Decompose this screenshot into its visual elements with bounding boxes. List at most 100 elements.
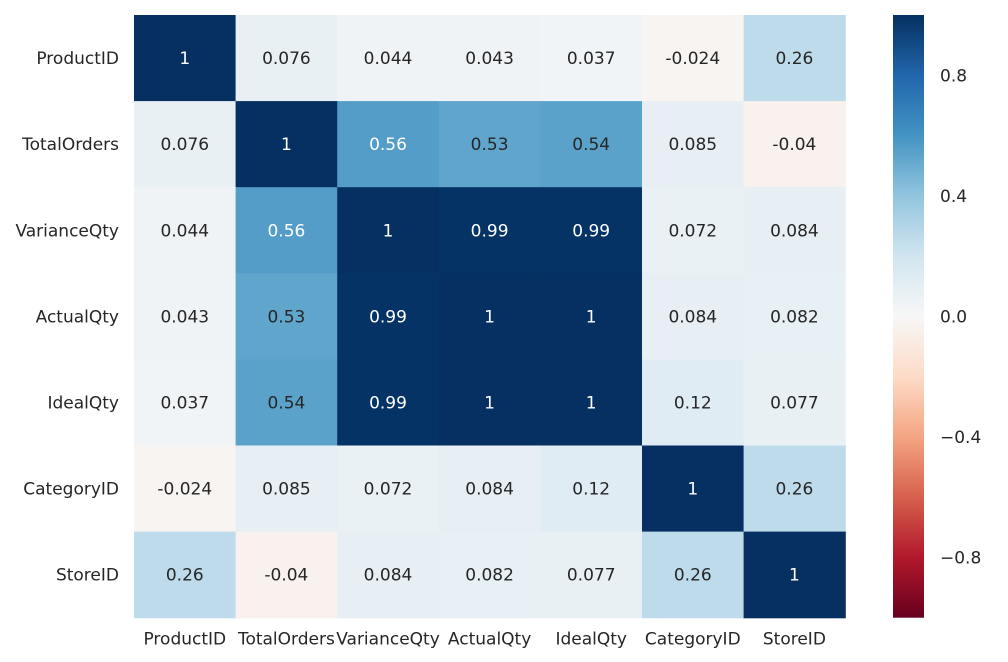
x-tick-varianceqty: VarianceQty [336, 630, 440, 650]
cell-value-label: 0.12 [674, 393, 712, 413]
heatmap-cell-varianceqty-productid [134, 187, 237, 274]
cell-value-label: 0.043 [465, 49, 514, 69]
cell-value-label: 0.044 [364, 49, 413, 69]
heatmap-cell-storeid-idealqty [540, 531, 643, 619]
cell-value-label: 0.082 [770, 307, 819, 327]
heatmap-cell-totalorders-storeid [743, 101, 846, 188]
cell-value-label: 1 [179, 49, 190, 69]
cell-value-label: 0.084 [770, 221, 819, 241]
cell-value-label: -0.024 [665, 49, 720, 69]
heatmap-cell-productid-varianceqty [337, 15, 440, 102]
y-tick-varianceqty: VarianceQty [15, 221, 119, 241]
heatmap-cell-storeid-productid [134, 531, 237, 619]
heatmap-cell-categoryid-totalorders [235, 445, 338, 533]
heatmap-cell-totalorders-idealqty [540, 101, 643, 188]
colorbar-tick-label: 0.8 [940, 66, 967, 86]
heatmap-cell-totalorders-varianceqty [337, 101, 440, 188]
heatmap-cell-productid-idealqty [540, 15, 643, 102]
cell-value-label: 0.037 [567, 49, 616, 69]
cell-value-label: 0.53 [267, 307, 305, 327]
heatmap-cell-categoryid-varianceqty [337, 445, 440, 533]
colorbar: 0.8 0.4 0.0 −0.4 −0.8 [893, 15, 981, 618]
y-tick-idealqty: IdealQty [47, 393, 119, 413]
heatmap-cell-categoryid-categoryid [642, 445, 745, 533]
heatmap-cell-varianceqty-varianceqty [337, 187, 440, 274]
heatmap-cell-productid-categoryid [642, 15, 745, 102]
cell-value-label: 0.54 [572, 135, 610, 155]
x-tick-productid: ProductID [143, 630, 226, 650]
cell-value-label: 0.99 [471, 221, 509, 241]
x-tick-actualqty: ActualQty [448, 630, 531, 650]
y-tick-categoryid: CategoryID [23, 480, 119, 500]
cell-value-label: -0.04 [264, 566, 308, 586]
colorbar-ticks: 0.8 0.4 0.0 −0.4 −0.8 [940, 66, 981, 568]
cell-value-label: 1 [383, 221, 394, 241]
cell-value-label: 1 [687, 480, 698, 500]
cell-value-label: 0.037 [160, 393, 209, 413]
heatmap-cell-idealqty-varianceqty [337, 359, 440, 447]
cell-value-label: 0.085 [668, 135, 717, 155]
heatmap-cell-categoryid-actualqty [438, 445, 541, 533]
heatmap-cell-totalorders-productid [134, 101, 237, 188]
heatmap-cell-actualqty-storeid [743, 273, 846, 360]
heatmap-cell-productid-totalorders [235, 15, 338, 102]
cell-value-label: 1 [586, 393, 597, 413]
heatmap-cell-actualqty-totalorders [235, 273, 338, 360]
cell-value-label: 0.26 [775, 49, 813, 69]
heatmap-cell-totalorders-categoryid [642, 101, 745, 188]
heatmap-cell-totalorders-actualqty [438, 101, 541, 188]
cell-value-label: -0.04 [772, 135, 816, 155]
cell-value-label: 0.084 [364, 566, 413, 586]
heatmap-cell-storeid-storeid [743, 531, 846, 619]
y-tick-storeid: StoreID [56, 566, 119, 586]
heatmap-cell-idealqty-idealqty [540, 359, 643, 447]
cell-value-label: 1 [586, 307, 597, 327]
heatmap-cell-varianceqty-idealqty [540, 187, 643, 274]
heatmap-cell-actualqty-productid [134, 273, 237, 360]
colorbar-tick-label: −0.4 [940, 428, 981, 448]
cell-value-label: 0.077 [770, 393, 819, 413]
x-tick-totalorders: TotalOrders [237, 630, 335, 650]
heatmap-cell-actualqty-idealqty [540, 273, 643, 360]
cell-value-label: 0.044 [160, 221, 209, 241]
heatmap-cell-varianceqty-actualqty [438, 187, 541, 274]
heatmap-cells: 1 0.076 0.044 0.043 0.037 -0.024 0.26 0.076 1 0.5… [134, 15, 846, 619]
cell-value-label: 0.12 [572, 480, 610, 500]
heatmap-cell-idealqty-actualqty [438, 359, 541, 447]
heatmap-cell-storeid-totalorders [235, 531, 338, 619]
heatmap-cell-idealqty-totalorders [235, 359, 338, 447]
x-tick-storeid: StoreID [763, 630, 826, 650]
cell-value-label: 1 [789, 566, 800, 586]
cell-value-label: 0.084 [465, 480, 514, 500]
cell-value-label: 0.53 [471, 135, 509, 155]
cell-value-label: 0.076 [262, 49, 311, 69]
cell-value-label: 0.072 [668, 221, 717, 241]
y-tick-actualqty: ActualQty [36, 307, 119, 327]
colorbar-tick-label: 0.0 [940, 307, 967, 327]
colorbar-tick-label: −0.8 [940, 548, 981, 568]
cell-value-label: 1 [484, 393, 495, 413]
heatmap-cell-productid-actualqty [438, 15, 541, 102]
cell-value-label: 0.072 [364, 480, 413, 500]
heatmap-cell-storeid-varianceqty [337, 531, 440, 619]
cell-value-label: -0.024 [157, 480, 212, 500]
cell-value-label: 0.085 [262, 480, 311, 500]
heatmap-cell-varianceqty-categoryid [642, 187, 745, 274]
heatmap-cell-varianceqty-totalorders [235, 187, 338, 274]
cell-value-label: 0.082 [465, 566, 514, 586]
cell-value-label: 0.99 [369, 393, 407, 413]
x-tick-labels: ProductID TotalOrders VarianceQty ActualQty… [143, 630, 825, 650]
cell-value-label: 1 [484, 307, 495, 327]
heatmap-cell-idealqty-categoryid [642, 359, 745, 447]
colorbar-tick-label: 0.4 [940, 187, 967, 207]
cell-value-label: 0.56 [267, 221, 305, 241]
x-tick-idealqty: IdealQty [555, 630, 627, 650]
cell-value-label: 0.99 [572, 221, 610, 241]
heatmap-cell-varianceqty-storeid [743, 187, 846, 274]
cell-value-label: 0.076 [160, 135, 209, 155]
colorbar-gradient [893, 15, 924, 618]
cell-value-label: 0.54 [267, 393, 305, 413]
cell-value-label: 1 [281, 135, 292, 155]
heatmap-cell-actualqty-actualqty [438, 273, 541, 360]
